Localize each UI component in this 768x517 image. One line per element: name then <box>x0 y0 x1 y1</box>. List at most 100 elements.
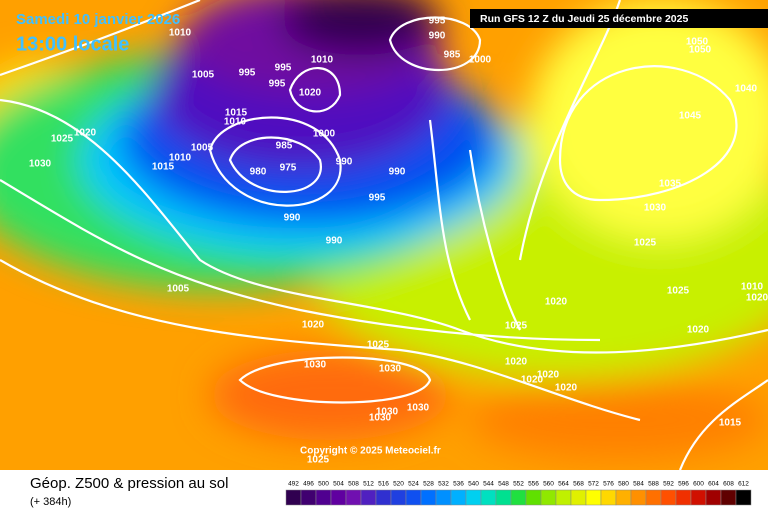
isobar-label: 1030 <box>376 407 399 418</box>
isobar <box>0 0 201 77</box>
legend-swatch <box>390 489 407 506</box>
legend-swatch <box>525 489 542 506</box>
isobar-label: 1020 <box>521 375 544 386</box>
legend-swatch <box>405 489 422 506</box>
isobar-label: 1030 <box>644 203 667 214</box>
legend-value: 560 <box>543 481 554 488</box>
isobar-label: 1020 <box>302 320 325 331</box>
isobar <box>678 379 768 470</box>
legend-swatch <box>540 489 557 506</box>
isobar <box>0 98 768 354</box>
isobar <box>238 356 432 404</box>
legend-swatch <box>450 489 467 506</box>
isobar-label: 990 <box>326 236 343 247</box>
footer-title: Géop. Z500 & pression au sol <box>30 475 228 492</box>
legend-value: 528 <box>423 481 434 488</box>
forecast-time: 13:00 locale <box>16 33 129 55</box>
legend-swatch <box>630 489 647 506</box>
legend-value: 584 <box>633 481 644 488</box>
isobar-label: 1025 <box>667 286 690 297</box>
isobar-label: 1020 <box>545 297 568 308</box>
legend-value: 504 <box>333 481 344 488</box>
isobar-label: 1020 <box>505 357 528 368</box>
legend-value: 564 <box>558 481 569 488</box>
isobar-label: 1025 <box>367 340 390 351</box>
legend-value: 580 <box>618 481 629 488</box>
isobar <box>428 119 471 321</box>
legend-swatch <box>465 489 482 506</box>
isobar-label: 1005 <box>167 284 190 295</box>
isobar-label: 975 <box>280 163 297 174</box>
isobar-label: 1020 <box>537 370 560 381</box>
legend-value: 552 <box>513 481 524 488</box>
isobar-label: 995 <box>239 68 256 79</box>
isobar-label: 1025 <box>51 134 74 145</box>
legend-swatch <box>360 489 377 506</box>
color-legend: 492 496 500 504 508 512 516 520 524 528 532 536 540 5… <box>285 481 752 506</box>
run-banner <box>470 9 768 28</box>
forecast-date: Samedi 10 janvier 2026 <box>16 11 180 28</box>
legend-value: 556 <box>528 481 539 488</box>
forecast-lead: (+ 384h) <box>30 496 71 508</box>
legend-swatch <box>615 489 632 506</box>
legend-swatch <box>645 489 662 506</box>
legend-swatch <box>585 489 602 506</box>
isobar-label: 1030 <box>407 403 430 414</box>
isobar-label: 985 <box>444 50 461 61</box>
isobar-label: 1010 <box>741 282 764 293</box>
isobar-label: 1010 <box>169 28 192 39</box>
isobar-label: 1010 <box>169 153 192 164</box>
isobar-label: 1000 <box>313 129 336 140</box>
isobar-label: 1015 <box>152 162 175 173</box>
legend-value: 520 <box>393 481 404 488</box>
legend-value: 532 <box>438 481 449 488</box>
legend-value: 540 <box>468 481 479 488</box>
isobar-label: 995 <box>369 193 386 204</box>
isobar-label: 1030 <box>379 364 402 375</box>
legend-swatch <box>735 489 752 506</box>
isobar <box>388 16 482 71</box>
legend-swatch <box>675 489 692 506</box>
legend-value: 492 <box>288 481 299 488</box>
legend-value: 608 <box>723 481 734 488</box>
isobar-label: 1015 <box>225 108 248 119</box>
isobar-label: 995 <box>275 63 292 74</box>
legend-value: 596 <box>678 481 689 488</box>
isobar-label: 1010 <box>311 55 334 66</box>
legend-swatch <box>420 489 437 506</box>
legend-swatch <box>555 489 572 506</box>
legend-value: 576 <box>603 481 614 488</box>
isobar-label: 1000 <box>469 55 492 66</box>
isobar-label: 1040 <box>735 84 758 95</box>
isobar-label: 1030 <box>369 413 392 424</box>
isobar <box>468 149 521 331</box>
isobar-label: 1015 <box>719 418 742 429</box>
legend-value: 544 <box>483 481 494 488</box>
isobar-label: 1025 <box>307 455 330 466</box>
isobar-label: 990 <box>389 167 406 178</box>
isobar-label: 1020 <box>74 128 97 139</box>
isobar-label: 1005 <box>192 70 215 81</box>
legend-value: 600 <box>693 481 704 488</box>
legend-swatch <box>375 489 392 506</box>
isobar <box>0 179 601 342</box>
isobar-label: 985 <box>276 141 293 152</box>
legend-value: 500 <box>318 481 329 488</box>
legend-swatch <box>495 489 512 506</box>
legend-swatch <box>435 489 452 506</box>
legend-swatch <box>510 489 527 506</box>
isobar-label: 1005 <box>191 143 214 154</box>
isobar-label: 1045 <box>679 111 702 122</box>
legend-value: 508 <box>348 481 359 488</box>
run-info: Run GFS 12 Z du Jeudi 25 décembre 2025 <box>480 13 688 25</box>
isobar-label: 1025 <box>634 238 657 249</box>
isobar-label: 980 <box>250 167 267 178</box>
isobar-label: 995 <box>269 79 286 90</box>
isobar <box>228 136 322 193</box>
isobar-label: 990 <box>429 31 446 42</box>
legend-swatch <box>315 489 332 506</box>
isobar-label: 995 <box>429 16 446 27</box>
legend-swatch <box>660 489 677 506</box>
